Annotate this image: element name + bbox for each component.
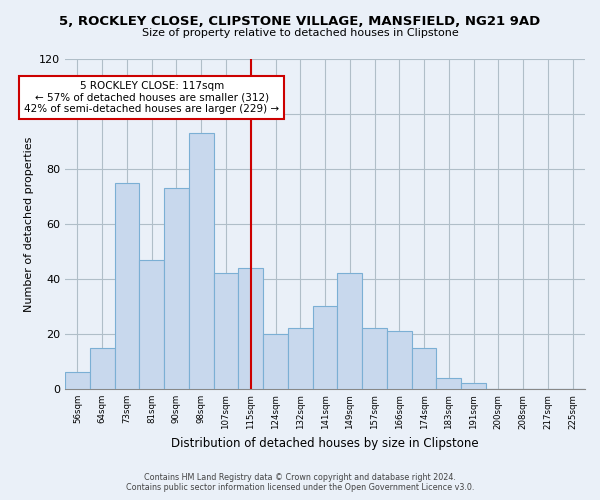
Bar bbox=[387, 331, 412, 389]
Bar bbox=[115, 182, 139, 389]
Bar bbox=[461, 384, 486, 389]
Text: 5 ROCKLEY CLOSE: 117sqm
← 57% of detached houses are smaller (312)
42% of semi-d: 5 ROCKLEY CLOSE: 117sqm ← 57% of detache… bbox=[24, 81, 279, 114]
Bar bbox=[436, 378, 461, 389]
Bar bbox=[65, 372, 90, 389]
Bar bbox=[90, 348, 115, 389]
Bar bbox=[313, 306, 337, 389]
Bar bbox=[288, 328, 313, 389]
Bar bbox=[238, 268, 263, 389]
Bar bbox=[337, 274, 362, 389]
Bar bbox=[412, 348, 436, 389]
Bar bbox=[263, 334, 288, 389]
Y-axis label: Number of detached properties: Number of detached properties bbox=[23, 136, 34, 312]
Text: 5, ROCKLEY CLOSE, CLIPSTONE VILLAGE, MANSFIELD, NG21 9AD: 5, ROCKLEY CLOSE, CLIPSTONE VILLAGE, MAN… bbox=[59, 15, 541, 28]
Text: Size of property relative to detached houses in Clipstone: Size of property relative to detached ho… bbox=[142, 28, 458, 38]
X-axis label: Distribution of detached houses by size in Clipstone: Distribution of detached houses by size … bbox=[171, 437, 479, 450]
Bar bbox=[362, 328, 387, 389]
Bar bbox=[164, 188, 189, 389]
Bar bbox=[139, 260, 164, 389]
Text: Contains HM Land Registry data © Crown copyright and database right 2024.
Contai: Contains HM Land Registry data © Crown c… bbox=[126, 473, 474, 492]
Bar bbox=[214, 274, 238, 389]
Bar bbox=[189, 133, 214, 389]
